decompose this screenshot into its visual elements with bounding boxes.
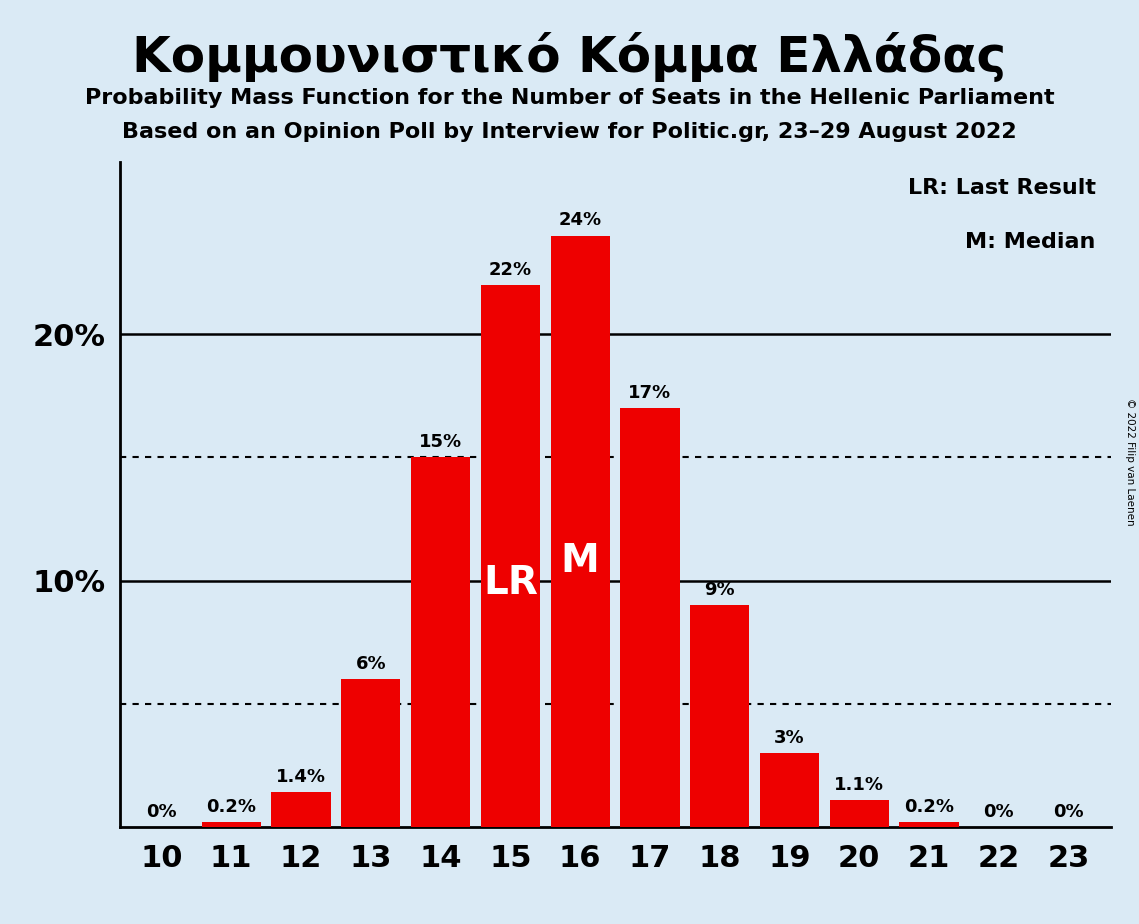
Text: 0%: 0% [984, 803, 1014, 821]
Text: 6%: 6% [355, 655, 386, 673]
Text: Probability Mass Function for the Number of Seats in the Hellenic Parliament: Probability Mass Function for the Number… [84, 88, 1055, 108]
Bar [481, 285, 540, 827]
Bar [900, 822, 959, 827]
Bar [550, 236, 609, 827]
Bar [202, 822, 261, 827]
Text: 0%: 0% [1054, 803, 1084, 821]
Text: 15%: 15% [419, 433, 462, 451]
Text: 0.2%: 0.2% [206, 798, 256, 816]
Text: M: Median: M: Median [965, 232, 1096, 251]
Text: 3%: 3% [775, 729, 805, 747]
Bar [621, 408, 680, 827]
Text: 1.1%: 1.1% [834, 776, 884, 794]
Bar [271, 793, 330, 827]
Bar [690, 605, 749, 827]
Text: LR: Last Result: LR: Last Result [908, 178, 1096, 199]
Text: LR: LR [483, 564, 538, 602]
Text: 24%: 24% [558, 212, 601, 229]
Text: 0%: 0% [146, 803, 177, 821]
Text: 0.2%: 0.2% [904, 798, 954, 816]
Text: Κομμουνιστικό Κόμμα Ελλάδας: Κομμουνιστικό Κόμμα Ελλάδας [132, 32, 1007, 82]
Text: 22%: 22% [489, 261, 532, 279]
Text: Based on an Opinion Poll by Interview for Politic.gr, 23–29 August 2022: Based on an Opinion Poll by Interview fo… [122, 122, 1017, 142]
Bar [342, 679, 401, 827]
Text: M: M [560, 541, 599, 580]
Text: © 2022 Filip van Laenen: © 2022 Filip van Laenen [1125, 398, 1134, 526]
Text: 1.4%: 1.4% [276, 769, 326, 786]
Text: 9%: 9% [704, 581, 735, 599]
Text: 17%: 17% [629, 384, 672, 402]
Bar [411, 457, 470, 827]
Bar [760, 753, 819, 827]
Bar [829, 800, 888, 827]
